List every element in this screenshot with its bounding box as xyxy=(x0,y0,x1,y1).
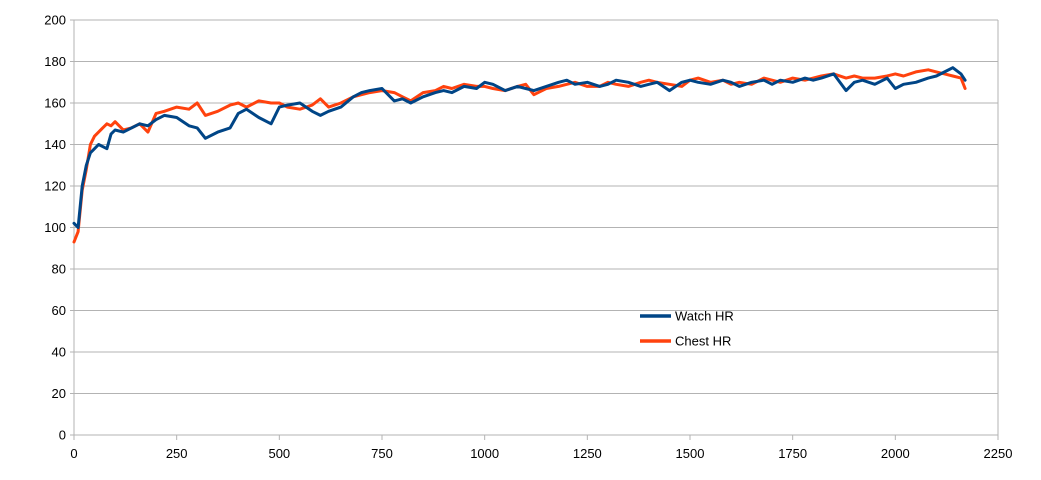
x-tick-label: 500 xyxy=(268,446,290,461)
y-tick-label: 120 xyxy=(44,179,66,194)
x-tick-label: 750 xyxy=(371,446,393,461)
y-tick-label: 80 xyxy=(52,262,66,277)
series-line-watch-hr xyxy=(72,66,967,229)
legend: Watch HR Chest HR xyxy=(640,309,734,349)
y-tick-label: 100 xyxy=(44,220,66,235)
x-tick-label: 2250 xyxy=(984,446,1013,461)
y-tick-label: 40 xyxy=(52,345,66,360)
x-tick-label: 1250 xyxy=(573,446,602,461)
y-tick-label: 60 xyxy=(52,303,66,318)
y-tick-label: 0 xyxy=(59,428,66,443)
x-tick-label: 2000 xyxy=(881,446,910,461)
x-tick-label: 1750 xyxy=(778,446,807,461)
gridlines xyxy=(74,19,998,436)
x-tick-label: 250 xyxy=(166,446,188,461)
series-group xyxy=(72,66,967,244)
legend-label: Chest HR xyxy=(675,334,731,349)
x-tick-label: 1500 xyxy=(676,446,705,461)
y-tick-label: 200 xyxy=(44,13,66,28)
y-tick-label: 140 xyxy=(44,137,66,152)
series-line-chest-hr xyxy=(72,68,967,244)
axes xyxy=(70,19,999,440)
legend-label: Watch HR xyxy=(675,309,734,324)
y-tick-label: 180 xyxy=(44,54,66,69)
y-tick-label: 160 xyxy=(44,96,66,111)
x-tick-label: 1000 xyxy=(470,446,499,461)
x-tick-label: 0 xyxy=(70,446,77,461)
y-tick-label: 20 xyxy=(52,386,66,401)
